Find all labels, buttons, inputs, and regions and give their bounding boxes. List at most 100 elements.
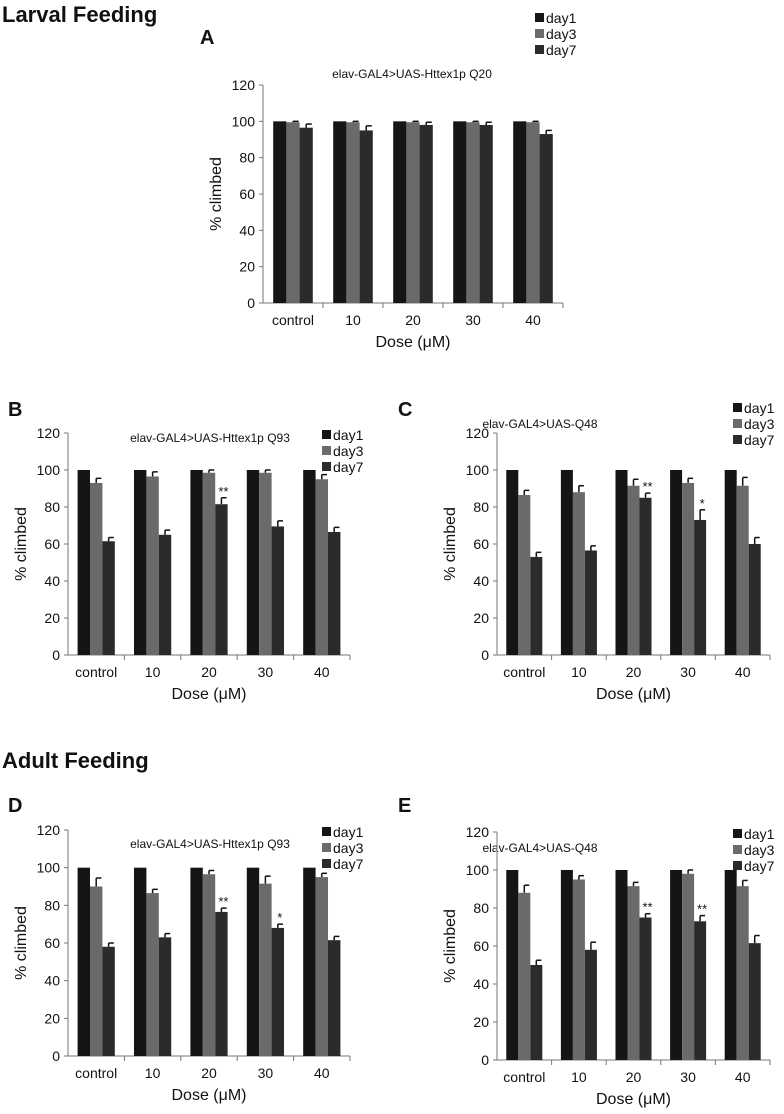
bar-day1 [724,470,737,655]
x-tick-label: control [75,1065,117,1081]
legend-swatch-day3 [322,843,331,852]
significance-marker: * [700,496,705,511]
y-tick-label: 60 [239,186,255,202]
bar-day1 [246,867,260,1056]
legend-label-day3: day3 [333,840,364,856]
y-tick-label: 0 [52,1048,60,1064]
x-tick-label: 10 [571,664,587,680]
bar-day7 [694,519,707,655]
legend-swatch-day7 [535,45,544,54]
x-tick-label: 30 [258,1065,274,1081]
legend-swatch-day1 [733,829,742,838]
y-tick-label: 120 [232,77,256,93]
bar-day1 [333,121,347,303]
bar-day1 [77,867,90,1056]
legend-swatch-day3 [733,419,742,428]
section-title-larval: Larval Feeding [2,2,158,27]
bar-day3 [146,893,159,1056]
x-tick-label: 10 [345,312,361,328]
y-tick-label: 40 [473,976,489,992]
bar-day7 [102,541,115,655]
y-tick-label: 100 [37,860,61,876]
bar-day1 [273,121,287,303]
bar-day3 [572,879,585,1060]
x-tick-label: 40 [314,664,330,680]
x-axis-label: Dose (μM) [172,686,247,703]
bar-day1 [506,870,519,1060]
bar-day1 [513,121,527,303]
bar-day3 [202,472,216,655]
bar-day3 [89,886,103,1056]
bar-day1 [560,470,573,655]
legend-swatch-day1 [535,13,544,22]
bar-day7 [328,531,341,655]
y-tick-label: 20 [44,1010,60,1026]
x-tick-label: 40 [525,312,541,328]
bar-day1 [560,870,573,1060]
y-tick-label: 20 [239,259,255,275]
legend-label-day3: day3 [546,26,577,42]
bar-day3 [315,479,329,655]
legend-label-day1: day1 [333,427,364,443]
chart-title: elav-GAL4>UAS-Httex1p Q93 [130,837,290,851]
bar-day3 [259,472,272,655]
bar-day3 [146,476,159,655]
bar-day7 [419,124,433,303]
bar-day7 [215,911,228,1056]
y-tick-label: 0 [481,1052,489,1068]
legend-label-day7: day7 [333,856,364,872]
legend-label-day1: day1 [744,826,775,842]
y-tick-label: 20 [473,610,489,626]
bar-day1 [506,470,519,655]
legend-label-day3: day3 [744,842,775,858]
bar-day1 [77,470,90,655]
x-tick-label: control [503,1069,545,1085]
bar-day7 [271,927,285,1056]
legend-label-day7: day7 [546,42,577,58]
bar-day7 [748,943,761,1060]
legend-swatch-day3 [733,845,742,854]
y-tick-label: 60 [44,536,60,552]
bar-day3 [89,482,103,655]
bar-day3 [286,122,300,303]
bar-day1 [190,470,203,655]
y-tick-label: 0 [481,647,489,663]
y-tick-label: 120 [466,824,490,840]
bar-day1 [615,470,628,655]
y-tick-label: 40 [44,573,60,589]
bar-day3 [346,122,360,303]
legend-swatch-day3 [322,446,331,455]
y-tick-label: 120 [37,425,61,441]
x-tick-label: 20 [626,664,642,680]
legend-swatch-day7 [733,435,742,444]
y-tick-label: 80 [44,897,60,913]
legend-label-day7: day7 [744,858,775,874]
x-tick-label: 40 [735,1069,751,1085]
x-tick-label: 20 [405,312,421,328]
bar-day1 [724,870,737,1060]
y-tick-label: 100 [37,462,61,478]
x-tick-label: control [75,664,117,680]
bar-day7 [158,534,172,655]
x-tick-label: 20 [626,1069,642,1085]
y-tick-label: 80 [239,150,255,166]
y-tick-label: 80 [44,499,60,515]
bar-day1 [670,470,683,655]
bar-day1 [133,867,147,1056]
bar-day7 [539,134,553,303]
y-tick-label: 40 [239,222,255,238]
y-tick-label: 40 [44,973,60,989]
y-tick-label: 100 [466,462,490,478]
y-tick-label: 20 [473,1014,489,1030]
bar-day1 [615,870,628,1060]
y-tick-label: 80 [473,900,489,916]
y-tick-label: 120 [37,822,61,838]
legend-swatch-day1 [733,403,742,412]
significance-marker: ** [642,900,652,915]
x-tick-label: 30 [258,664,274,680]
y-tick-label: 60 [44,935,60,951]
panel-letter: D [8,795,22,817]
bar-day7 [479,124,493,303]
